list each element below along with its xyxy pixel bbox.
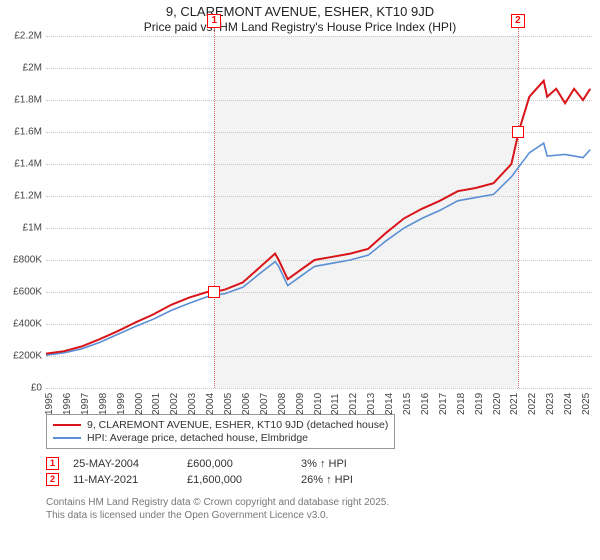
transaction-date: 11-MAY-2021 xyxy=(73,474,163,486)
x-axis-labels: 1995199619971998199920002001200220032004… xyxy=(46,388,592,406)
y-tick-label: £800K xyxy=(13,255,42,266)
x-tick-label: 2012 xyxy=(348,393,359,415)
x-tick-label: 2016 xyxy=(420,393,431,415)
legend-label-2: HPI: Average price, detached house, Elmb… xyxy=(87,432,308,444)
transaction-number-box: 1 xyxy=(46,457,59,470)
transaction-date: 25-MAY-2004 xyxy=(73,458,163,470)
y-tick-label: £200K xyxy=(13,351,42,362)
transaction-pct: 26% ↑ HPI xyxy=(301,474,391,486)
transaction-price: £1,600,000 xyxy=(187,474,277,486)
x-tick-label: 2000 xyxy=(134,393,145,415)
x-tick-label: 2005 xyxy=(223,393,234,415)
series-line xyxy=(46,143,590,355)
x-tick-label: 2021 xyxy=(509,393,520,415)
x-tick-label: 2010 xyxy=(313,393,324,415)
y-tick-label: £1.2M xyxy=(14,191,42,202)
x-tick-label: 2003 xyxy=(187,393,198,415)
legend-row: 9, CLAREMONT AVENUE, ESHER, KT10 9JD (de… xyxy=(53,419,388,431)
legend: 9, CLAREMONT AVENUE, ESHER, KT10 9JD (de… xyxy=(46,414,395,449)
x-tick-label: 2007 xyxy=(259,393,270,415)
x-tick-label: 2015 xyxy=(402,393,413,415)
x-tick-label: 2019 xyxy=(474,393,485,415)
x-tick-label: 1996 xyxy=(62,393,73,415)
transaction-marker xyxy=(208,286,220,298)
y-tick-label: £600K xyxy=(13,287,42,298)
x-tick-label: 2006 xyxy=(241,393,252,415)
footer-line-2: This data is licensed under the Open Gov… xyxy=(46,509,592,522)
transactions-table: 1 25-MAY-2004 £600,000 3% ↑ HPI 2 11-MAY-2021… xyxy=(46,457,592,486)
x-tick-label: 2011 xyxy=(330,393,341,415)
y-tick-label: £400K xyxy=(13,319,42,330)
legend-swatch-1 xyxy=(53,424,81,426)
x-tick-label: 2022 xyxy=(527,393,538,415)
x-tick-label: 1995 xyxy=(44,393,55,415)
below-chart: 9, CLAREMONT AVENUE, ESHER, KT10 9JD (de… xyxy=(46,414,592,522)
y-tick-label: £0 xyxy=(31,383,42,394)
y-tick-label: £2M xyxy=(23,63,42,74)
legend-label-1: 9, CLAREMONT AVENUE, ESHER, KT10 9JD (de… xyxy=(87,419,388,431)
footer-line-1: Contains HM Land Registry data © Crown c… xyxy=(46,496,592,509)
x-tick-label: 2025 xyxy=(581,393,592,415)
transaction-row: 1 25-MAY-2004 £600,000 3% ↑ HPI xyxy=(46,457,592,470)
y-tick-label: £1M xyxy=(23,223,42,234)
chart-container: 9, CLAREMONT AVENUE, ESHER, KT10 9JD Pri… xyxy=(0,0,600,560)
x-tick-label: 2008 xyxy=(277,393,288,415)
transaction-marker-label: 2 xyxy=(511,14,525,28)
legend-row: HPI: Average price, detached house, Elmb… xyxy=(53,432,388,444)
y-tick-label: £1.6M xyxy=(14,127,42,138)
legend-swatch-2 xyxy=(53,437,81,439)
x-tick-label: 2013 xyxy=(366,393,377,415)
x-tick-label: 2002 xyxy=(169,393,180,415)
transaction-number-box: 2 xyxy=(46,473,59,486)
chart-area: £0£200K£400K£600K£800K£1M£1.2M£1.4M£1.6M… xyxy=(46,36,592,406)
x-tick-label: 2017 xyxy=(438,393,449,415)
x-tick-label: 1997 xyxy=(80,393,91,415)
x-tick-label: 1998 xyxy=(98,393,109,415)
plot-region: £0£200K£400K£600K£800K£1M£1.2M£1.4M£1.6M… xyxy=(46,36,592,388)
transaction-price: £600,000 xyxy=(187,458,277,470)
transaction-marker-label: 1 xyxy=(207,14,221,28)
x-tick-label: 2018 xyxy=(456,393,467,415)
series-line xyxy=(46,81,590,354)
x-tick-label: 2020 xyxy=(492,393,503,415)
x-tick-label: 2014 xyxy=(384,393,395,415)
x-tick-label: 2023 xyxy=(545,393,556,415)
y-tick-label: £2.2M xyxy=(14,31,42,42)
y-tick-label: £1.8M xyxy=(14,95,42,106)
transaction-marker xyxy=(512,126,524,138)
x-tick-label: 2024 xyxy=(563,393,574,415)
x-tick-label: 2004 xyxy=(205,393,216,415)
x-tick-label: 2001 xyxy=(151,393,162,415)
x-tick-label: 2009 xyxy=(295,393,306,415)
footer-attribution: Contains HM Land Registry data © Crown c… xyxy=(46,496,592,522)
x-tick-label: 1999 xyxy=(116,393,127,415)
transaction-row: 2 11-MAY-2021 £1,600,000 26% ↑ HPI xyxy=(46,473,592,486)
y-tick-label: £1.4M xyxy=(14,159,42,170)
transaction-pct: 3% ↑ HPI xyxy=(301,458,391,470)
